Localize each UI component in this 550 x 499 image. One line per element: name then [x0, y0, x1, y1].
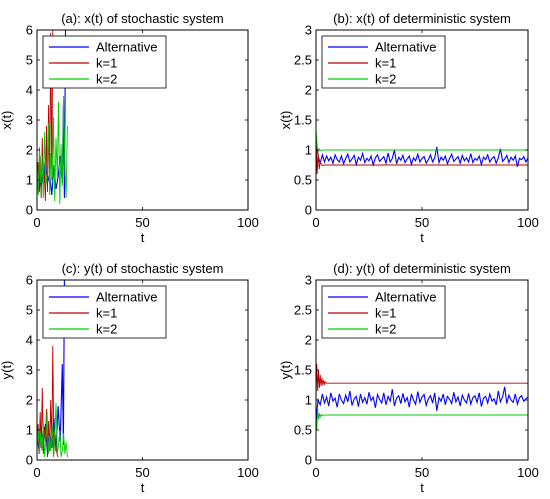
x-tick-label: 0	[33, 215, 40, 230]
legend-label: Alternative	[375, 40, 436, 55]
x-tick-label: 100	[517, 465, 539, 480]
series-line-k2	[316, 408, 528, 431]
y-axis-label: x(t)	[0, 111, 14, 130]
y-tick-label: 1	[305, 143, 312, 158]
x-axis-label: t	[420, 480, 424, 495]
y-tick-label: 5	[26, 53, 33, 68]
series-line-alternative	[316, 386, 528, 425]
x-tick-label: 50	[415, 215, 429, 230]
legend-label: k=1	[96, 306, 117, 321]
y-tick-label: 1.5	[294, 113, 312, 128]
y-axis-label: y(t)	[278, 361, 293, 380]
chart-title: (b): x(t) of deterministic system	[333, 11, 511, 26]
y-tick-label: 1.5	[294, 363, 312, 378]
series-line-k1	[316, 131, 528, 175]
x-tick-label: 100	[517, 215, 539, 230]
y-tick-label: 2	[305, 333, 312, 348]
y-tick-label: 6	[26, 273, 33, 288]
legend-label: Alternative	[96, 290, 157, 305]
x-axis-label: t	[141, 230, 145, 245]
x-tick-label: 50	[135, 215, 149, 230]
y-axis-label: x(t)	[278, 111, 293, 130]
plot-area	[37, 30, 68, 205]
y-tick-label: 0	[305, 453, 312, 468]
y-tick-label: 2	[26, 143, 33, 158]
legend-label: k=2	[96, 322, 117, 337]
y-tick-label: 1	[305, 393, 312, 408]
series-line-k1	[316, 363, 528, 401]
y-tick-label: 5	[26, 303, 33, 318]
legend-label: k=2	[375, 72, 396, 87]
x-tick-label: 0	[33, 465, 40, 480]
legend-label: k=1	[375, 56, 396, 71]
y-tick-label: 4	[26, 83, 33, 98]
chart-title: (c): y(t) of stochastic system	[62, 261, 224, 276]
y-tick-label: 4	[26, 333, 33, 348]
chart-title: (d): y(t) of deterministic system	[333, 261, 511, 276]
legend-label: k=1	[96, 56, 117, 71]
panel-b: (b): x(t) of deterministic system 0 0.5 1 1.…	[278, 11, 539, 245]
y-tick-label: 3	[305, 273, 312, 288]
y-tick-label: 3	[305, 23, 312, 38]
y-tick-label: 1	[26, 423, 33, 438]
legend-label: Alternative	[96, 40, 157, 55]
x-tick-label: 50	[135, 465, 149, 480]
series-line-k2	[316, 128, 528, 154]
y-tick-label: 2	[26, 393, 33, 408]
y-tick-label: 0	[305, 203, 312, 218]
y-tick-label: 3	[26, 363, 33, 378]
panel-a: (a): x(t) of stochastic system 0 1 2 3 4 5 6 0 50…	[0, 11, 259, 245]
y-tick-label: 0	[26, 453, 33, 468]
y-tick-label: 3	[26, 113, 33, 128]
series-line-k2	[37, 402, 68, 458]
x-tick-label: 50	[415, 465, 429, 480]
y-tick-label: 0	[26, 203, 33, 218]
plot-area	[316, 363, 528, 431]
plot-area	[316, 128, 528, 175]
y-tick-label: 2.5	[294, 53, 312, 68]
y-tick-label: 2	[305, 83, 312, 98]
x-tick-label: 0	[312, 215, 319, 230]
y-tick-label: 2.5	[294, 303, 312, 318]
x-axis-label: t	[420, 230, 424, 245]
y-tick-label: 6	[26, 23, 33, 38]
x-tick-label: 100	[237, 465, 259, 480]
legend-label: k=2	[96, 72, 117, 87]
y-tick-label: 0.5	[294, 423, 312, 438]
y-axis-label: y(t)	[0, 361, 14, 380]
y-tick-label: 1	[26, 173, 33, 188]
legend-label: Alternative	[375, 290, 436, 305]
legend-label: k=1	[375, 306, 396, 321]
panel-d: (d): y(t) of deterministic system 0 0.5 1 1.…	[278, 261, 539, 495]
panel-c: (c): y(t) of stochastic system 0 1 2 3 4 5 6 0 50…	[0, 261, 259, 495]
x-tick-label: 0	[312, 465, 319, 480]
plot-area	[37, 280, 68, 458]
series-line-alternative	[316, 137, 528, 168]
x-tick-label: 100	[237, 215, 259, 230]
chart-title: (a): x(t) of stochastic system	[61, 11, 224, 26]
legend-label: k=2	[375, 322, 396, 337]
x-axis-label: t	[141, 480, 145, 495]
series-line-k2	[37, 95, 68, 205]
y-tick-label: 0.5	[294, 173, 312, 188]
